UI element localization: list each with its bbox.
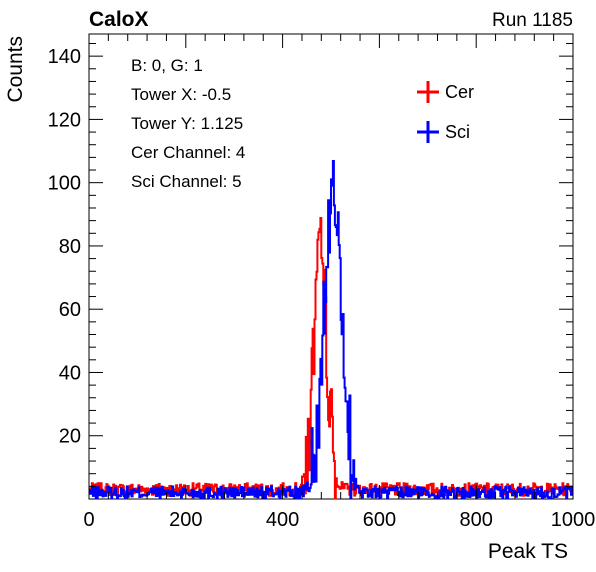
y-tick-label: 140 <box>48 46 81 68</box>
legend: Cer Sci <box>417 81 474 143</box>
series-cer-line <box>89 217 573 500</box>
series-sci-line <box>89 160 573 500</box>
y-axis-title: Counts <box>4 36 27 103</box>
y-tick-label: 40 <box>59 362 81 384</box>
y-tick-label: 120 <box>48 109 81 131</box>
y-tick-label: 20 <box>59 426 81 448</box>
plot-frame <box>88 33 574 500</box>
info-line-3: Tower Y: 1.125 <box>131 114 243 133</box>
x-tick-label: 0 <box>83 509 94 531</box>
y-tick-label: 80 <box>59 236 81 258</box>
axis-layer: 0 200 400 600 800 1000 20 40 60 80 100 120 140 <box>48 34 596 531</box>
y-tick-label: 60 <box>59 299 81 321</box>
header-right-title: Run 1185 <box>492 10 573 31</box>
x-tick-label: 600 <box>363 509 396 531</box>
x-tick-label: 200 <box>169 509 202 531</box>
x-tick-label: 800 <box>460 509 493 531</box>
y-tick-label: 100 <box>48 173 81 195</box>
series-layer <box>89 160 573 500</box>
x-tick-label: 400 <box>266 509 299 531</box>
legend-sci-label: Sci <box>445 122 470 142</box>
x-axis-title: Peak TS <box>488 540 568 563</box>
info-line-1: B: 0, G: 1 <box>131 56 203 75</box>
header-left-title: CaloX <box>89 8 149 31</box>
info-line-4: Cer Channel: 4 <box>131 143 245 162</box>
legend-cer-label: Cer <box>445 82 474 102</box>
info-line-5: Sci Channel: 5 <box>131 172 242 191</box>
info-line-2: Tower X: -0.5 <box>131 85 231 104</box>
x-tick-label: 1000 <box>551 509 596 531</box>
